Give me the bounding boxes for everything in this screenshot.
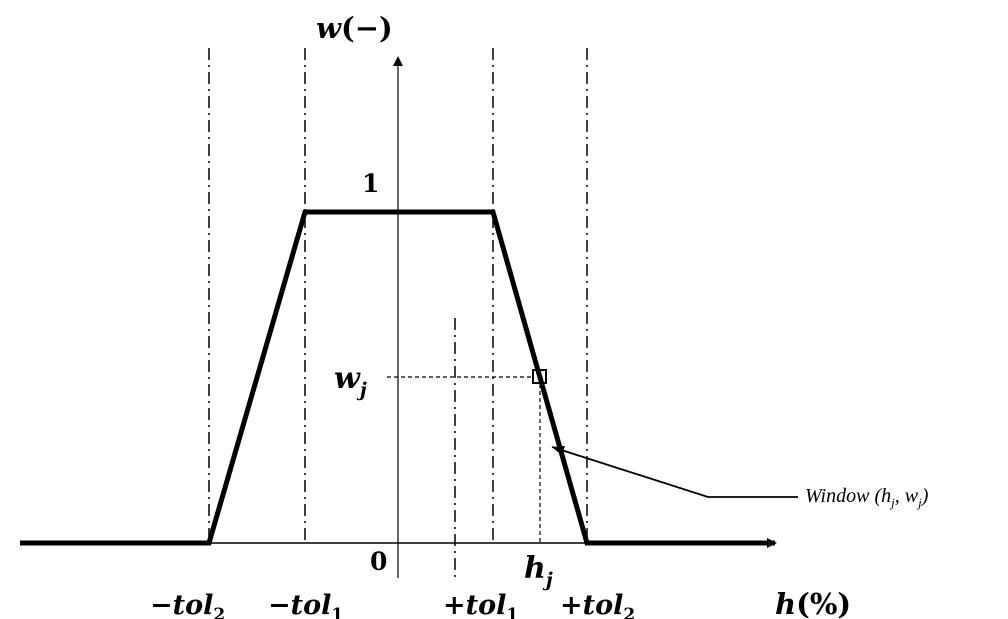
y-one-label: 1 bbox=[362, 169, 379, 198]
trapezoid-weight-curve bbox=[20, 209, 775, 546]
y-axis-label: w(−) bbox=[316, 11, 393, 45]
origin-label: 0 bbox=[370, 547, 387, 576]
neg-tol1-label: −tol1 bbox=[268, 590, 343, 619]
x-axis-label: h(%) bbox=[775, 587, 851, 619]
window-point-marker bbox=[532, 369, 547, 384]
neg-tol2-label: −tol2 bbox=[150, 590, 225, 619]
tolerance-lines bbox=[208, 48, 588, 543]
w-j-label: wj bbox=[334, 361, 367, 401]
pos-tol1-label: +tol1 bbox=[443, 590, 518, 619]
window-annotation: Window (hj, wj) bbox=[805, 485, 929, 510]
h-j-label: hj bbox=[524, 551, 553, 591]
pos-tol2-label: +tol2 bbox=[560, 590, 635, 619]
annotation-leader-arrow bbox=[551, 445, 798, 498]
